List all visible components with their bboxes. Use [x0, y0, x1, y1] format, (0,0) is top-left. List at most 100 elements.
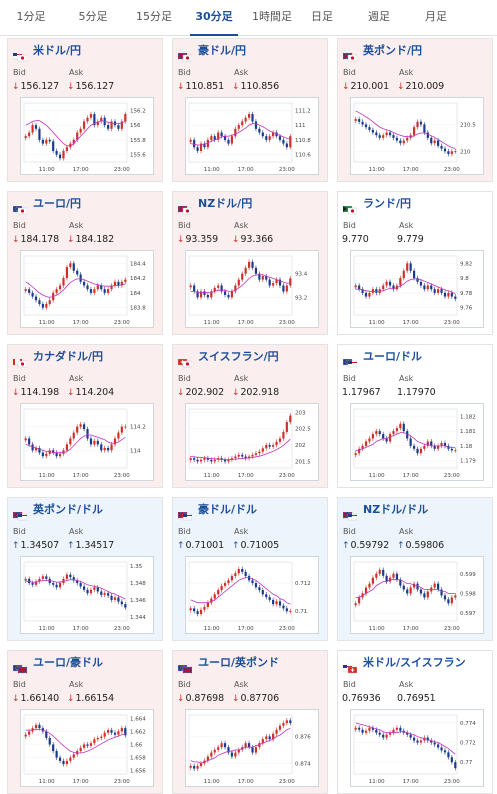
currency-pair-link[interactable]: ユーロ/ドル: [363, 350, 423, 363]
currency-flag-icon: [12, 200, 28, 215]
candle-bullish: [210, 291, 213, 298]
candle-bearish: [371, 129, 374, 133]
rate-card[interactable]: ランド/円 Bid Ask 9.770 9.779 9.82 9.8 9.78 9.76 11:0…: [337, 191, 493, 335]
candle-bullish: [265, 445, 268, 449]
tab-1min[interactable]: 1分足: [16, 10, 46, 23]
mini-candlestick-chart[interactable]: 184.4 184.2 184 183.8 11:00 17:00 23:00: [20, 250, 154, 328]
rate-card[interactable]: ユーロ/ドル Bid Ask 1.17967 1.17970 1.182 1.181 1.18…: [337, 344, 493, 488]
mini-candlestick-chart[interactable]: 93.4 93.2 11:00 17:00 23:00: [185, 250, 319, 328]
candle-bearish: [406, 732, 409, 735]
currency-pair-link[interactable]: 米ドル/円: [33, 44, 82, 57]
candle-bearish: [41, 303, 44, 308]
rate-card[interactable]: ユーロ/豪ドル Bid Ask ↓1.66140 ↓1.66154 1.664 1.662 1…: [7, 650, 163, 794]
rate-card[interactable]: スイスフラン/円 Bid Ask ↓202.902 ↓202.918 203 202.5 20…: [172, 344, 328, 488]
tab-1hour[interactable]: 1時間足: [252, 10, 292, 23]
ask-label: Ask: [399, 680, 414, 689]
currency-pair-link[interactable]: 豪ドル/ドル: [198, 503, 258, 516]
ask-value: ↓114.204: [67, 387, 114, 398]
currency-pair-link[interactable]: NZドル/円: [198, 197, 253, 210]
plot-frame: [353, 102, 458, 163]
candle-bearish: [371, 727, 374, 730]
currency-pair-link[interactable]: ユーロ/英ポンド: [198, 656, 280, 669]
chart-svg: 114.2 114 11:00 17:00 23:00: [23, 408, 146, 479]
rate-card[interactable]: ユーロ/円 Bid Ask ↓184.178 ↓184.182 184.4 184.2 184…: [7, 191, 163, 335]
mini-candlestick-chart[interactable]: 0.876 0.874 11:00 17:00 23:00: [185, 709, 319, 787]
currency-pair-link[interactable]: NZドル/ドル: [363, 503, 429, 516]
candle-bullish: [354, 119, 357, 121]
tab-weekly[interactable]: 週足: [368, 10, 390, 23]
candle-bearish: [210, 459, 213, 462]
ask-value-number: 184.182: [75, 234, 115, 245]
mini-candlestick-chart[interactable]: 0.712 0.71 11:00 17:00 23:00: [185, 556, 319, 634]
mini-candlestick-chart[interactable]: 1.664 1.662 1.66 1.658 1.656 11:00 17:00 23:00: [20, 709, 154, 787]
mini-candlestick-chart[interactable]: 0.774 0.772 0.77 11:00 17:00 23:00: [350, 709, 484, 787]
rate-card[interactable]: カナダドル/円 Bid Ask ↓114.198 ↓114.204 114.2 114 11:…: [7, 344, 163, 488]
currency-pair-link[interactable]: 豪ドル/円: [198, 44, 247, 57]
ask-value: ↓202.918: [232, 387, 279, 398]
rate-card[interactable]: NZドル/円 Bid Ask ↓93.359 ↓93.366 93.4 93.2 11:00 1…: [172, 191, 328, 335]
currency-pair-link[interactable]: スイスフラン/円: [198, 350, 279, 363]
timeframe-tabs: 1分足 5分足 15分足 30分足 1時間足 日足 週足 月足: [0, 0, 497, 36]
mini-candlestick-chart[interactable]: 1.35 1.348 1.346 1.344 11:00 17:00 23:00: [20, 556, 154, 634]
mini-candlestick-chart[interactable]: 111.2 111 110.8 110.6 11:00 17:00 23:00: [185, 97, 319, 175]
candle-bearish: [409, 263, 412, 271]
currency-pair-link[interactable]: ユーロ/豪ドル: [33, 656, 104, 669]
currency-pair-link[interactable]: 英ポンド/円: [363, 44, 423, 57]
tab-5min[interactable]: 5分足: [78, 10, 108, 23]
mini-candlestick-chart[interactable]: 156.2 156 155.8 155.6 11:00 17:00 23:00: [20, 97, 154, 175]
bid-value: 1.17967: [342, 387, 381, 398]
bid-value-number: 156.127: [20, 81, 60, 92]
mini-candlestick-chart[interactable]: 1.182 1.181 1.18 1.179 11:00 17:00 23:00: [350, 403, 484, 481]
plot-frame: [23, 408, 128, 469]
currency-pair-link[interactable]: カナダドル/円: [33, 350, 104, 363]
card-header: 米ドル/円: [12, 44, 158, 62]
candle-bearish: [443, 595, 447, 600]
ask-label: Ask: [399, 221, 414, 230]
mini-candlestick-chart[interactable]: 114.2 114 11:00 17:00 23:00: [20, 403, 154, 481]
rate-card[interactable]: 英ポンド/円 Bid Ask ↓210.001 ↓210.009 210.5 210 11:0…: [337, 38, 493, 182]
rate-card[interactable]: NZドル/ドル Bid Ask ↑0.59792 ↑0.59806 0.599 0.598 0…: [337, 497, 493, 641]
rate-card[interactable]: 豪ドル/円 Bid Ask ↓110.851 ↓110.856 111.2 111 110.8…: [172, 38, 328, 182]
candle-bearish: [28, 578, 31, 584]
currency-flag-icon: [12, 506, 28, 521]
arrow-down-icon: ↓: [232, 694, 240, 704]
currency-pair-link[interactable]: 英ポンド/ドル: [33, 503, 104, 516]
candle-bullish: [120, 281, 123, 286]
candle-bearish: [82, 281, 86, 286]
bid-label: Bid: [13, 221, 26, 230]
tab-daily[interactable]: 日足: [311, 10, 333, 23]
y-tick-label: 1.181: [460, 429, 476, 435]
candle-bearish: [423, 124, 426, 133]
candle-bullish: [251, 454, 254, 457]
tab-15min[interactable]: 15分足: [136, 10, 172, 23]
mini-candlestick-chart[interactable]: 9.82 9.8 9.78 9.76 11:00 17:00 23:00: [350, 250, 484, 328]
candle-bearish: [100, 591, 103, 595]
bid-value-number: 9.770: [342, 234, 369, 245]
tab-monthly[interactable]: 月足: [425, 10, 447, 23]
candle-bearish: [38, 724, 41, 729]
y-tick-label: 93.4: [295, 272, 308, 278]
rate-card[interactable]: 米ドル/スイスフラン Bid Ask 0.76936 0.76951 0.774 0.772…: [337, 650, 493, 794]
rate-card[interactable]: ユーロ/英ポンド Bid Ask ↓0.87698 ↓0.87706 0.876 0.874…: [172, 650, 328, 794]
y-tick-label: 110.8: [295, 138, 311, 144]
mini-candlestick-chart[interactable]: 210.5 210 11:00 17:00 23:00: [350, 97, 484, 175]
candle-bullish: [93, 440, 96, 445]
ask-value-number: 0.87706: [240, 693, 280, 704]
currency-flag-icon: [177, 659, 193, 674]
arrow-down-icon: ↓: [177, 82, 185, 92]
y-tick-label: 0.599: [460, 572, 476, 578]
candle-bullish: [406, 263, 409, 271]
currency-pair-link[interactable]: 米ドル/スイスフラン: [363, 656, 466, 669]
mini-candlestick-chart[interactable]: 203 202.5 202 201.5 11:00 17:00 23:00: [185, 403, 319, 481]
currency-pair-link[interactable]: ランド/円: [363, 197, 412, 210]
rate-card[interactable]: 英ポンド/ドル Bid Ask ↑1.34507 ↑1.34517 1.35 1.348 1.…: [7, 497, 163, 641]
mini-candlestick-chart[interactable]: 0.599 0.598 0.597 11:00 17:00 23:00: [350, 556, 484, 634]
candle-bullish: [454, 151, 457, 153]
currency-pair-link[interactable]: ユーロ/円: [33, 197, 82, 210]
rate-card[interactable]: 米ドル/円 Bid Ask ↓156.127 ↓156.127 156.2 156 155.8…: [7, 38, 163, 182]
tab-30min[interactable]: 30分足: [184, 0, 244, 36]
candle-bullish: [392, 431, 395, 435]
rate-card[interactable]: 豪ドル/ドル Bid Ask ↑0.71001 ↑0.71005 0.712 0.71 11:…: [172, 497, 328, 641]
candle-bullish: [206, 756, 209, 761]
bid-value: ↑0.59792: [342, 540, 389, 551]
